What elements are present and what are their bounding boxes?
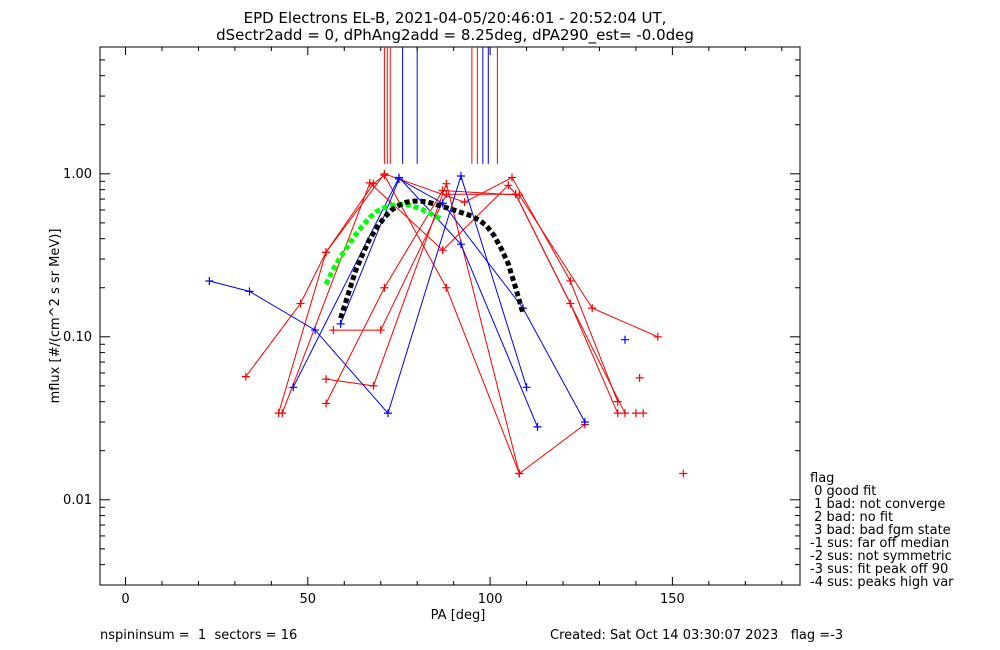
fit-curve bbox=[338, 198, 526, 319]
data-point bbox=[504, 181, 513, 190]
title-line-2: dSectr2add = 0, dPhAng2add = 8.25deg, dP… bbox=[216, 26, 694, 45]
title-line-1: EPD Electrons EL-B, 2021-04-05/20:46:01 … bbox=[244, 9, 667, 27]
x-axis-label: PA [deg] bbox=[431, 608, 486, 623]
chart-title: EPD Electrons EL-B, 2021-04-05/20:46:01 … bbox=[216, 9, 694, 45]
data-point bbox=[296, 299, 305, 308]
data-point bbox=[438, 246, 447, 255]
data-points bbox=[205, 169, 688, 478]
data-point bbox=[329, 326, 338, 335]
data-point bbox=[278, 409, 287, 418]
data-point bbox=[241, 372, 250, 381]
data-point bbox=[369, 179, 378, 188]
data-point bbox=[380, 169, 389, 178]
series-line bbox=[325, 181, 586, 475]
data-point bbox=[384, 409, 393, 418]
data-point bbox=[376, 326, 385, 335]
footer-right: Created: Sat Oct 14 03:30:07 2023 flag =… bbox=[550, 628, 843, 643]
data-point bbox=[588, 304, 597, 313]
data-point bbox=[511, 190, 520, 199]
legend-item: 0 good fit bbox=[810, 484, 876, 499]
data-point bbox=[515, 191, 524, 200]
y-tick-label: 1.00 bbox=[63, 167, 92, 182]
data-point bbox=[566, 276, 575, 285]
data-point bbox=[613, 397, 622, 406]
y-axis-label: mflux [#/(cm^2 s sr MeV)] bbox=[48, 229, 63, 404]
data-point bbox=[580, 418, 589, 427]
series-lines bbox=[209, 173, 659, 475]
data-point bbox=[621, 335, 629, 344]
legend-item: 1 bad: not converge bbox=[810, 497, 945, 512]
data-point bbox=[380, 283, 389, 292]
data-point bbox=[365, 178, 374, 187]
legend-title: flag bbox=[810, 471, 834, 486]
legend-item: -3 sus: fit peak off 90 bbox=[810, 562, 948, 577]
footer-left: nspininsum = 1 sectors = 16 bbox=[100, 628, 297, 643]
y-tick-label: 0.01 bbox=[63, 493, 92, 508]
y-axis: 0.01 0.10 1.00 bbox=[63, 46, 800, 586]
x-tick-label: 0 bbox=[121, 592, 129, 607]
data-point bbox=[653, 332, 662, 341]
data-point bbox=[635, 373, 644, 382]
legend-item: -2 sus: not symmetric bbox=[810, 549, 952, 564]
series-line bbox=[292, 176, 538, 428]
legend-item: -4 sus: peaks high var bbox=[810, 575, 954, 590]
plot-frame bbox=[99, 46, 801, 586]
data-point bbox=[205, 276, 214, 285]
data-point bbox=[322, 375, 331, 384]
data-point bbox=[639, 409, 648, 418]
legend-item: -1 sus: far off median bbox=[810, 536, 949, 551]
data-point bbox=[456, 171, 465, 180]
series-line bbox=[209, 174, 528, 415]
data-point bbox=[438, 186, 447, 195]
data-point bbox=[679, 469, 688, 478]
data-point bbox=[460, 198, 469, 207]
data-point bbox=[442, 179, 451, 188]
data-point bbox=[442, 283, 451, 292]
legend-item: 3 bad: bad fgm state bbox=[810, 523, 951, 538]
data-point bbox=[533, 422, 542, 431]
data-point bbox=[621, 409, 629, 418]
data-point bbox=[322, 399, 331, 408]
data-point bbox=[522, 383, 531, 392]
fit-curve bbox=[323, 201, 444, 286]
data-point bbox=[566, 299, 575, 308]
data-point bbox=[289, 383, 298, 392]
data-point bbox=[322, 248, 331, 257]
x-tick-label: 150 bbox=[660, 592, 685, 607]
data-point bbox=[336, 319, 345, 328]
y-tick-label: 0.10 bbox=[63, 330, 92, 345]
x-tick-label: 100 bbox=[478, 592, 503, 607]
x-tick-label: 50 bbox=[300, 592, 317, 607]
data-point bbox=[245, 287, 254, 296]
data-point bbox=[456, 240, 465, 249]
data-point bbox=[394, 174, 403, 183]
data-point bbox=[515, 469, 524, 478]
data-point bbox=[442, 190, 451, 199]
data-point bbox=[631, 409, 640, 418]
legend-item: 2 bad: no fit bbox=[810, 510, 893, 525]
data-point bbox=[369, 381, 378, 390]
flag-legend: flag 0 good fit 1 bad: not converge 2 ba… bbox=[810, 471, 954, 590]
data-point bbox=[311, 326, 320, 335]
series-line bbox=[325, 189, 659, 404]
x-axis: 0 50 100 150 bbox=[121, 47, 783, 607]
vertical-markers bbox=[383, 47, 498, 164]
fit-curves bbox=[323, 198, 526, 319]
data-point bbox=[613, 409, 622, 418]
data-point bbox=[507, 173, 516, 182]
